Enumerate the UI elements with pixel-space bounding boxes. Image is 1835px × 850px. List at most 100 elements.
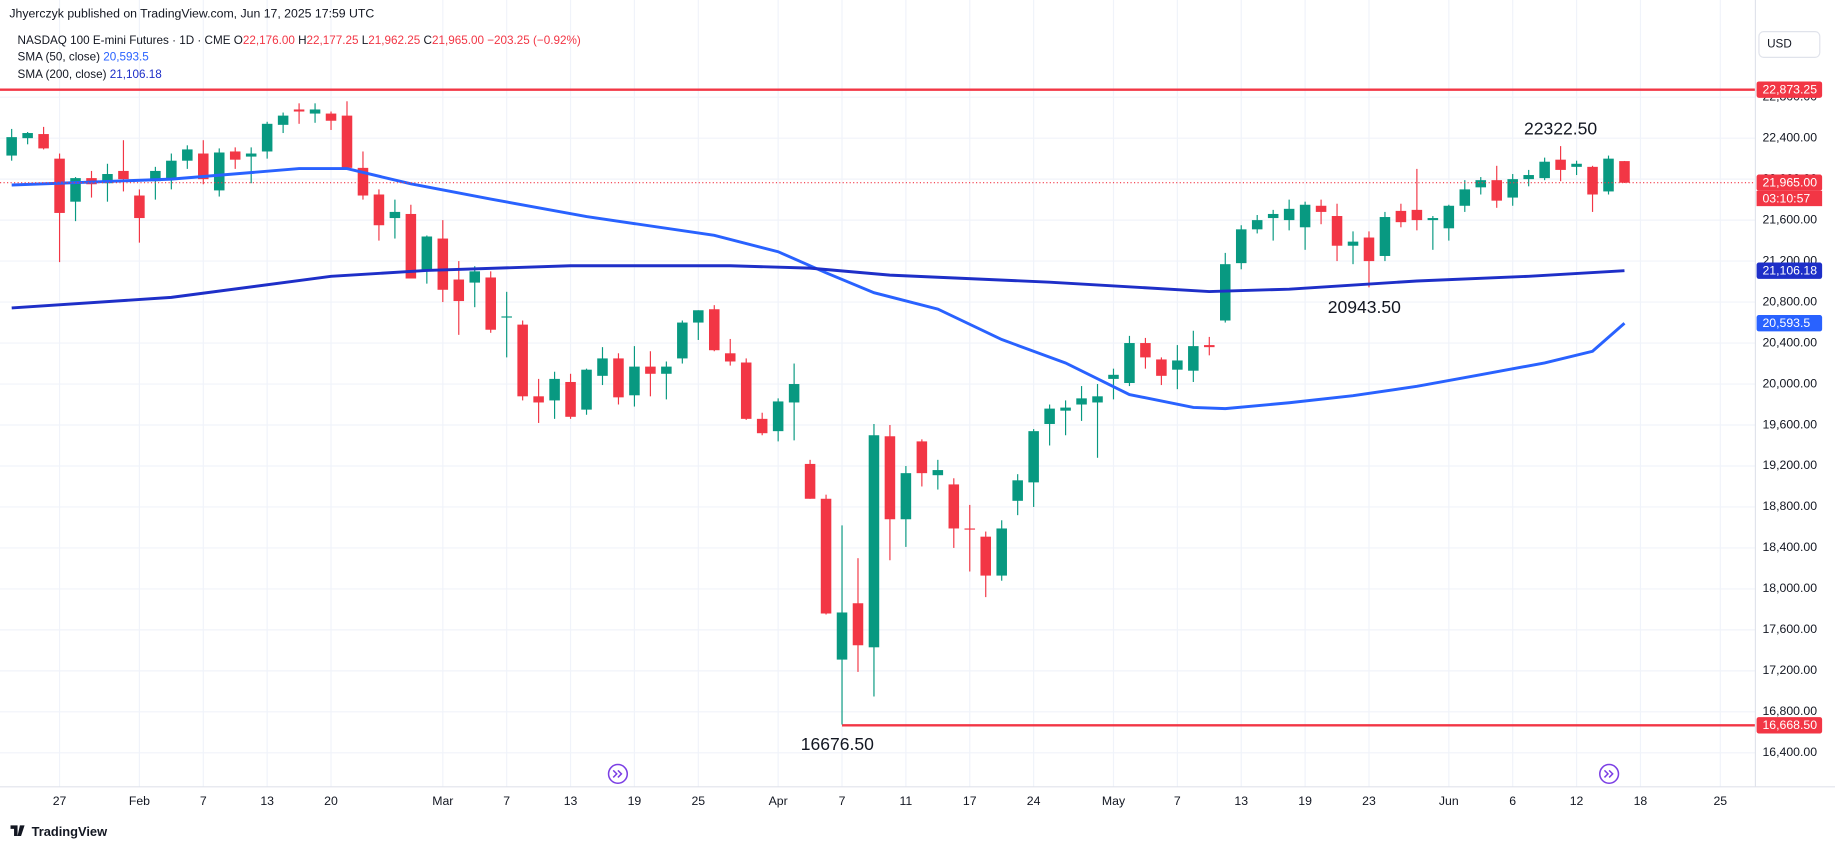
candle-body [1283,208,1295,221]
x-tick-label: 13 [564,794,578,808]
currency-button[interactable] [1758,31,1821,58]
candle-body [1044,408,1055,424]
ohlc-value: 21,965.00 [432,34,484,47]
y-tick-label: 19,200.00 [1762,458,1817,472]
candle-body [1443,205,1455,229]
candle-body [1379,217,1391,256]
candle-body [1555,159,1566,170]
candle-body [373,194,385,226]
candle-body [1108,374,1119,379]
sma-name: SMA (50, close) [18,50,101,63]
candle-body [740,362,752,419]
candle-body [549,378,560,401]
x-tick-label: 23 [1362,794,1376,808]
sma-legend: SMA (50, close) 20,593.5 [18,50,150,63]
candle-body [677,322,688,359]
candle-body [884,436,896,520]
candle-body [565,381,576,417]
candle-body [788,384,800,403]
price-label-box [1756,81,1823,98]
annotation: 20943.50 [1328,297,1401,317]
candle-body [1459,189,1471,206]
x-tick-label: 24 [1027,794,1041,808]
y-tick-label: 17,200.00 [1762,663,1817,677]
symbol-legend: NASDAQ 100 E-mini Futures · 1D · CME O22… [18,34,581,47]
candle-body [277,115,289,125]
candle-body [1299,204,1311,228]
candle-body [1507,179,1518,198]
candle-body [1124,343,1135,384]
candle-body [996,528,1007,576]
ohlc-key: L [362,34,369,47]
symbol: NASDAQ 100 E-mini Futures · 1D · CME [18,34,231,47]
candle-body [533,396,544,403]
candle-body [485,277,496,330]
candle-body [661,366,672,374]
grid [0,0,1756,787]
candle-body [501,316,512,318]
annotation: 22322.50 [1524,118,1597,138]
candle-body [916,441,928,474]
x-tick-label: 7 [1174,794,1181,808]
event-icon[interactable] [607,763,629,785]
sma-legend: SMA (200, close) 21,106.18 [18,68,162,81]
candle-body [932,470,944,476]
candle-body [325,113,337,121]
candle-body [1619,161,1630,183]
y-tick-label: 17,600.00 [1762,622,1817,636]
candle-body [405,213,417,279]
candle-body [645,366,656,374]
candle-body [38,134,49,149]
ohlc-value: 21,962.25 [368,34,420,47]
candle-body [182,149,193,161]
candle-body [581,369,592,410]
x-tick-label: 7 [200,794,207,808]
candle-body [1571,163,1582,167]
candle-body [1395,210,1407,223]
y-tick-label: 16,400.00 [1762,745,1817,759]
candle-body [804,463,816,499]
candle-body [1012,480,1023,501]
countdown-box [1756,190,1823,207]
ohlc-key: C [424,34,432,47]
y-tick-label: 18,400.00 [1762,540,1817,554]
currency[interactable]: USD [1767,38,1792,51]
y-tick-label: 20,000.00 [1762,376,1817,390]
x-tick-label: 25 [1713,794,1727,808]
candle-body [1475,180,1487,188]
candle-body [150,170,161,182]
annotation: 16676.50 [801,734,874,754]
candle-body [118,170,129,180]
price-label: 20,593.5 [1762,316,1810,330]
candle-body [1491,180,1502,201]
sma-line [11,167,1626,411]
sma-name: SMA (200, close) [18,68,107,81]
x-tick-label: 20 [324,794,338,808]
y-tick-label: 19,600.00 [1762,417,1817,431]
x-tick-label: 11 [900,794,913,808]
candle-body [166,160,177,180]
x-tick-label: 27 [53,794,67,808]
x-tick-label: Mar [432,794,453,808]
axes: 27 Feb 7 13 20 Mar 7 13 19 25 Apr 7 11 17 24 May 7 13 19 23… [53,81,1823,808]
candle-body [948,484,960,529]
ohlc-key: O [234,34,243,47]
candle-body [1092,396,1103,403]
price-label-box [1756,315,1823,332]
candle-body [629,366,640,396]
y-tick-label: 20,400.00 [1762,335,1817,349]
x-tick-label: 19 [628,794,642,808]
x-tick-label: Apr [769,794,788,808]
candle-body [1539,161,1550,179]
x-tick-label: 13 [1234,794,1248,808]
candle-body [437,238,449,290]
candle-body [597,358,608,376]
candle-body [1331,216,1343,246]
candle-body [964,528,976,530]
candle-body [1315,205,1327,212]
candle-body [820,498,832,614]
event-icon[interactable] [1599,763,1620,785]
candle-body [213,152,225,191]
candle-body [357,167,369,196]
